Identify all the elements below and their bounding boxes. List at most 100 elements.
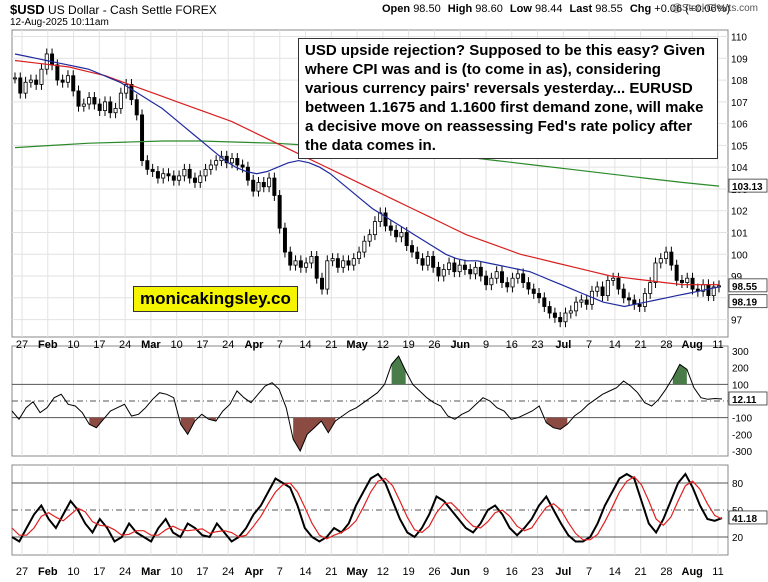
high-value: 98.60 (475, 3, 503, 15)
sma100-line (14, 59, 719, 286)
cci-extreme-fill (546, 417, 568, 430)
brand-label[interactable]: monicakingsley.co (133, 286, 298, 312)
candle-body (124, 84, 129, 94)
stoch-line-d (11, 475, 723, 541)
candle-body (494, 271, 499, 279)
candle-body (145, 160, 150, 170)
x-tick-label: Mar (141, 566, 161, 578)
x-tick-label: Jun (450, 566, 470, 578)
candle-body (230, 158, 235, 164)
candle-body (457, 264, 462, 273)
y-tick-label: 109 (731, 54, 748, 65)
x-tick-label: 23 (531, 566, 543, 578)
cci-y-tick-label: 200 (732, 364, 749, 375)
candle-body (214, 160, 219, 166)
open-value: 98.50 (413, 3, 441, 15)
cci-line (11, 355, 723, 453)
y-tick-label: 105 (731, 141, 748, 152)
x-tick-label: 9 (483, 566, 489, 578)
x-tick-label: 21 (635, 566, 647, 578)
x-tick-label: 28 (660, 566, 672, 578)
candle-body (245, 166, 250, 181)
candle-body (60, 79, 65, 83)
candle-body (23, 81, 28, 94)
last-label: Last (569, 3, 593, 15)
candle-body (383, 212, 388, 227)
candle-body (542, 297, 547, 307)
candle-body (351, 258, 356, 266)
x-tick-label: 17 (196, 566, 208, 578)
candle-body (129, 84, 134, 101)
candle-body (658, 258, 663, 264)
candle-body (642, 293, 647, 307)
y-tick-label: 108 (731, 76, 748, 87)
x-tick-label: 10 (67, 339, 79, 351)
x-tick-label: 27 (16, 339, 28, 351)
candle-body (690, 277, 695, 290)
candle-body (537, 293, 542, 299)
x-tick-label: Aug (682, 566, 703, 578)
candle-body (484, 275, 489, 286)
sma200-value-tag-bg (728, 178, 768, 193)
candle-body (711, 286, 716, 297)
x-tick-label: 24 (119, 566, 131, 578)
stoch-value-tag-bg (728, 510, 768, 525)
last-price-tag-bg (728, 278, 768, 293)
candle-body (28, 79, 33, 83)
chg-value: +0.06 (+0.06%) (654, 3, 731, 15)
y-tick-label: 102 (731, 207, 748, 218)
cci-y-tick-label: -200 (732, 430, 752, 441)
x-tick-label: Jul (555, 339, 571, 351)
candle-body (447, 262, 452, 270)
candle-body (558, 317, 563, 323)
candle-body (34, 79, 39, 85)
x-tick-label: 10 (171, 339, 183, 351)
x-tick-label: 12 (377, 339, 389, 351)
y-tick-label: 106 (731, 120, 748, 131)
candle-body (325, 260, 330, 290)
candle-body (102, 101, 107, 111)
candle-body (420, 258, 425, 266)
candle-body (71, 75, 76, 92)
candle-body (166, 173, 171, 177)
cci-extreme-fill (180, 417, 195, 435)
candle-body (669, 251, 674, 266)
ohlc-readout: Open 98.50 High 98.60 Low 98.44 Last 98.… (378, 3, 730, 15)
x-tick-label: Feb (38, 566, 58, 578)
candle-body (298, 260, 303, 268)
candle-body (330, 258, 335, 262)
candle-body (473, 266, 478, 275)
candle-body (648, 282, 653, 294)
candle-body (108, 101, 113, 114)
candle-body (547, 306, 552, 314)
x-tick-label: 27 (16, 566, 28, 578)
candle-body (637, 303, 642, 307)
x-tick-label: 26 (428, 566, 440, 578)
candle-body (192, 177, 197, 183)
candle-body (462, 264, 467, 270)
symbol-title: $USD US Dollar - Cash Settle FOREX (10, 2, 217, 17)
sma50-value-tag: 98.19 (732, 298, 757, 309)
candle-body (595, 286, 600, 292)
candle-body (611, 277, 616, 281)
y-tick-label: 97 (731, 316, 743, 327)
candle-body (261, 182, 266, 188)
cci-y-tick-label: -100 (732, 414, 752, 425)
candle-body (335, 258, 340, 268)
y-tick-label: 110 (731, 33, 747, 44)
x-tick-label: 19 (403, 566, 415, 578)
candle-body (13, 77, 17, 80)
x-tick-label: Jul (555, 566, 571, 578)
candle-body (304, 262, 309, 268)
x-tick-label: 26 (428, 339, 440, 351)
candle-body (288, 251, 293, 266)
candle-body (621, 288, 626, 299)
candle-body (489, 277, 494, 286)
candle-body (92, 97, 97, 105)
candle-body (251, 179, 256, 192)
candle-body (55, 64, 60, 81)
candle-body (579, 299, 584, 303)
candle-body (499, 271, 504, 283)
candle-body (616, 277, 621, 290)
x-tick-label: May (346, 566, 368, 578)
